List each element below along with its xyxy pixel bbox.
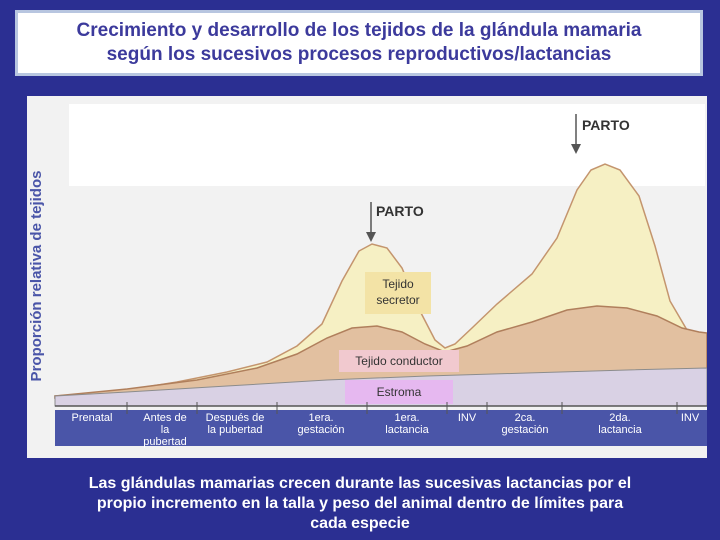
caption-line-1: Las glándulas mamarias crecen durante la… bbox=[88, 475, 632, 492]
parto-label-2: PARTO bbox=[582, 117, 630, 133]
stage-label: INV bbox=[458, 412, 477, 424]
stage-label: 1era. lactancia bbox=[385, 412, 429, 436]
caption-line-3: cada especie bbox=[310, 515, 410, 532]
stage-label: 1era. gestación bbox=[297, 412, 344, 436]
title-line-2: según los sucesivos procesos reproductiv… bbox=[106, 44, 612, 65]
stage-label: Después de la pubertad bbox=[206, 412, 265, 436]
stage-label: Antes de la pubertad bbox=[143, 412, 186, 448]
stage-label: 2da. lactancia bbox=[598, 412, 642, 436]
parto-arrow-2 bbox=[571, 114, 581, 154]
title-line-1: Crecimiento y desarrollo de los tejidos … bbox=[76, 20, 642, 41]
caption: Las glándulas mamarias crecen durante la… bbox=[20, 474, 700, 534]
conductor-label: Tejido conductor bbox=[355, 354, 442, 368]
caption-line-2: propio incremento en la talla y peso del… bbox=[96, 495, 624, 512]
tissue-growth-figure: Proporción relativa de tejidos PARTO PAR… bbox=[27, 96, 708, 458]
secretor-label-box bbox=[365, 272, 431, 314]
stage-label: INV bbox=[681, 412, 700, 424]
estroma-label-box bbox=[345, 380, 453, 404]
stage-labels: Prenatal Antes de la pubertad Después de la p… bbox=[72, 402, 700, 448]
y-axis-label: Proporción relativa de tejidos bbox=[28, 171, 45, 382]
conductor-label-box bbox=[339, 350, 459, 372]
parto-arrow-1 bbox=[366, 202, 376, 242]
secretor-label-line-2: secretor bbox=[376, 293, 419, 307]
slide-title: Crecimiento y desarrollo de los tejidos … bbox=[15, 10, 703, 76]
stage-label: Prenatal bbox=[72, 412, 113, 424]
stage-label: 2ca. gestación bbox=[501, 412, 548, 436]
parto-label-1: PARTO bbox=[376, 203, 424, 219]
stage-label-strip bbox=[55, 410, 707, 446]
secretor-label-line-1: Tejido bbox=[382, 277, 414, 291]
tissue-growth-diagram: Proporción relativa de tejidos PARTO PAR… bbox=[27, 96, 708, 458]
estroma-label: Estroma bbox=[377, 385, 422, 399]
